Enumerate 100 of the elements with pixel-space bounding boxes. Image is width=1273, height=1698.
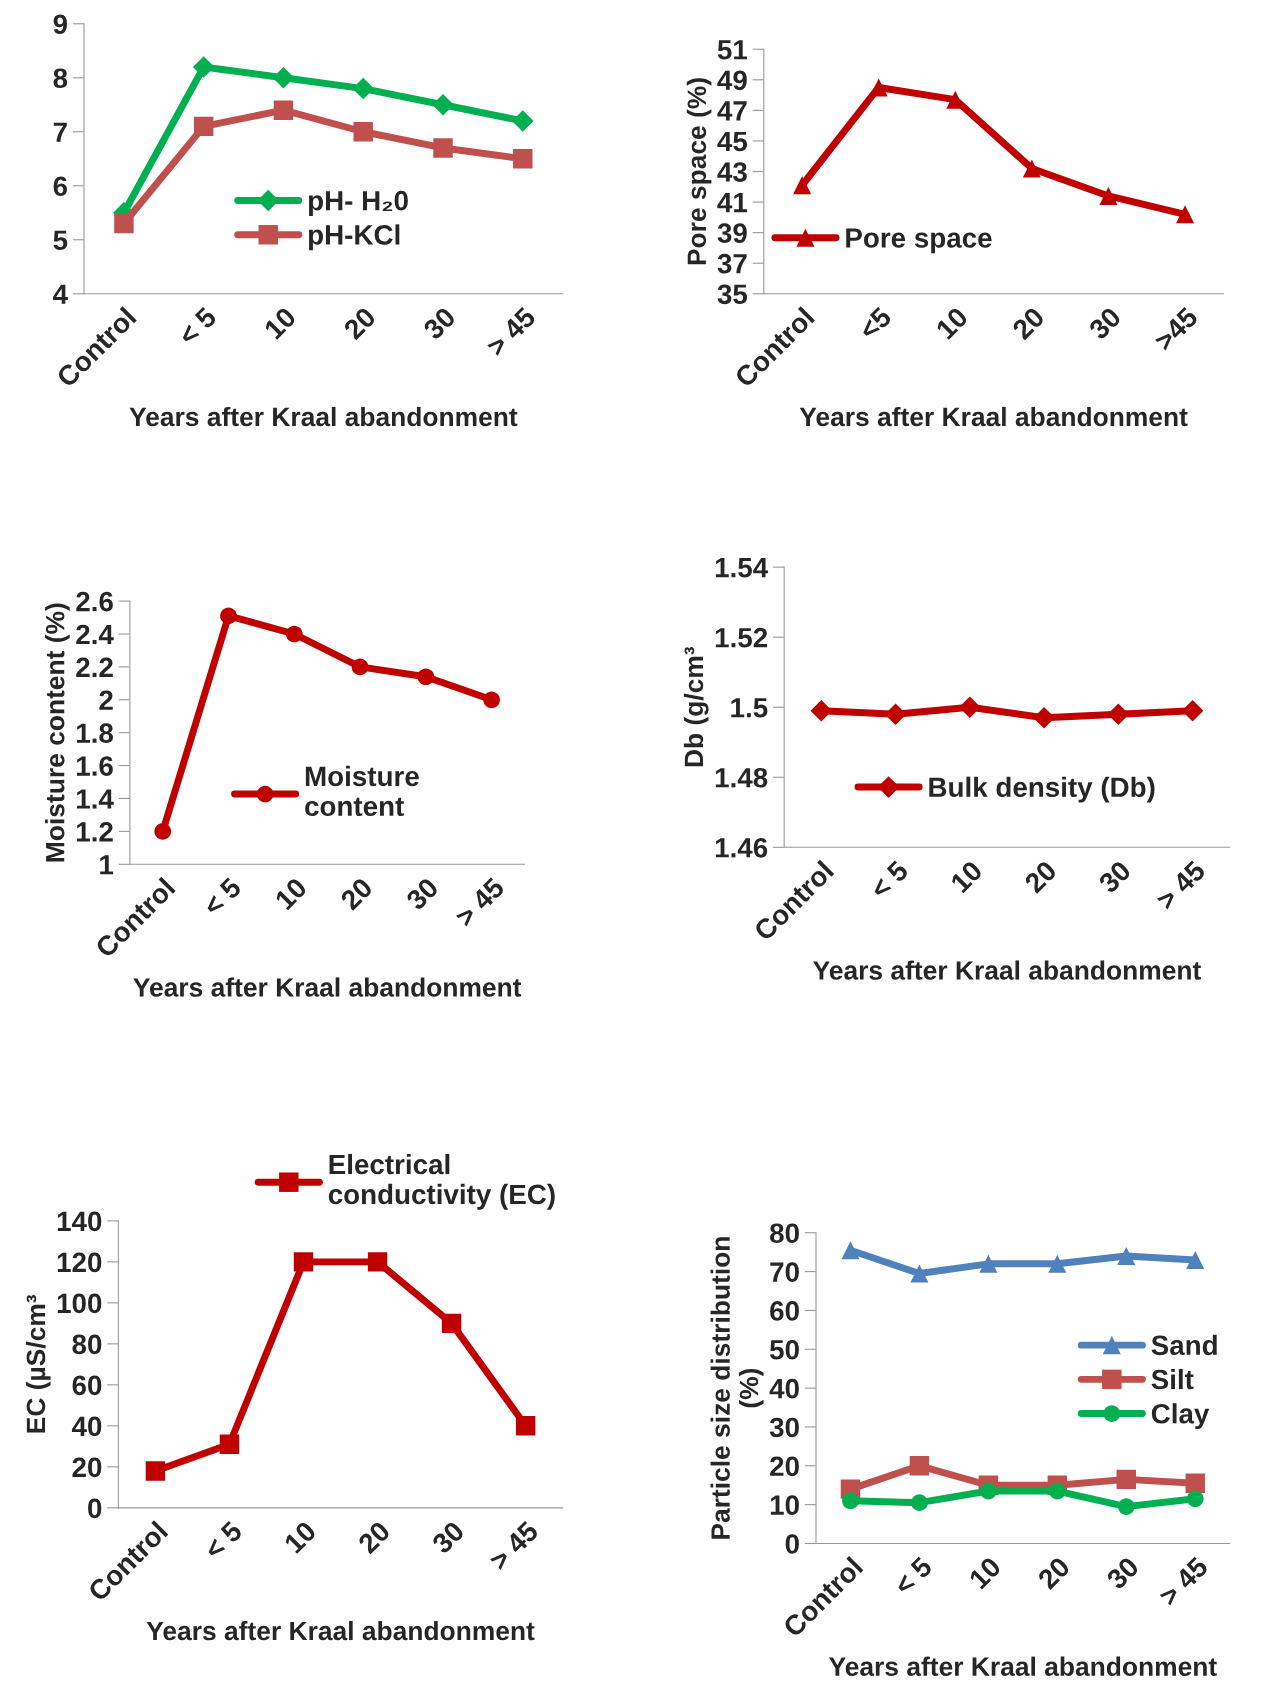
- point: [352, 77, 375, 100]
- y-tick-label: 8: [53, 68, 68, 89]
- point: [1049, 1482, 1066, 1500]
- y-tick-label: 6: [53, 176, 68, 197]
- legend-label: Moisture content: [305, 765, 419, 817]
- y-tick-label: 47: [717, 101, 747, 121]
- y-tick-label: 30: [769, 1417, 799, 1438]
- y-tick-label: 1.46: [715, 837, 768, 858]
- y-tick-label: 37: [717, 253, 747, 274]
- x-tick-label: 10: [274, 876, 308, 911]
- x-tick-label: 10: [968, 1555, 1002, 1590]
- point: [272, 66, 295, 89]
- y-tick-label: 35: [717, 284, 748, 305]
- point: [842, 1492, 859, 1510]
- point: [841, 1241, 860, 1260]
- y-tick-label: 60: [72, 1375, 102, 1396]
- x-axis-title: Years after Kraal abandonment: [146, 1620, 535, 1641]
- point: [285, 625, 303, 643]
- point: [884, 703, 907, 726]
- point: [367, 1252, 388, 1272]
- legend-label: Silt: [1151, 1368, 1194, 1390]
- point: [1022, 159, 1041, 178]
- x-tick-label: 10: [283, 1520, 318, 1554]
- x-tick-label: 20: [339, 876, 374, 911]
- y-tick-label: 1: [100, 855, 114, 875]
- x-tick-label: 30: [430, 1520, 466, 1555]
- y-tick-label: 120: [57, 1252, 102, 1273]
- y-tick-label: 41: [717, 193, 748, 213]
- x-tick-label: < 5: [177, 306, 218, 347]
- y-axis-title: Moisture content (%): [45, 603, 70, 862]
- x-tick-label: 10: [949, 859, 984, 894]
- x-tick-label: 20: [1011, 306, 1046, 341]
- x-tick-label: 30: [1097, 859, 1132, 895]
- point: [511, 110, 534, 132]
- y-tick-label: 7: [53, 122, 67, 142]
- point: [515, 1416, 536, 1436]
- x-tick-label: 10: [935, 306, 969, 340]
- point: [1033, 706, 1055, 729]
- point: [1186, 1490, 1204, 1508]
- point: [1099, 186, 1118, 205]
- point: [1181, 699, 1204, 722]
- point: [192, 56, 215, 78]
- x-tick-label: >45: [1153, 306, 1199, 352]
- y-tick-label: 80: [72, 1334, 102, 1355]
- x-tick-label: > 45: [485, 306, 537, 358]
- x-tick-label: 20: [1023, 859, 1058, 894]
- x-axis-title: Years after Kraal abandonment: [813, 960, 1201, 980]
- x-tick-label: 30: [422, 306, 457, 341]
- y-tick-label: 4: [53, 284, 68, 304]
- point: [193, 116, 214, 137]
- point: [1048, 1254, 1067, 1273]
- y-axis-title: EC (µS/cm³: [25, 1294, 51, 1433]
- point: [293, 1252, 314, 1272]
- point: [417, 668, 435, 686]
- x-tick-label: < 5: [869, 859, 910, 900]
- y-tick-label: 1.52: [715, 627, 768, 648]
- point: [909, 1456, 930, 1476]
- x-tick-label: 30: [1105, 1555, 1140, 1591]
- point: [959, 696, 981, 719]
- y-tick-label: 50: [769, 1339, 799, 1360]
- y-axis-title: Db (g/cm³: [683, 646, 709, 767]
- y-tick-label: 80: [770, 1223, 799, 1244]
- point: [1186, 1250, 1205, 1269]
- point: [220, 607, 237, 625]
- point: [793, 176, 812, 195]
- point: [810, 699, 833, 722]
- y-tick-label: 100: [57, 1293, 102, 1314]
- legend-label: pH- H₂0: [308, 190, 408, 217]
- x-axis-title: Years after Kraal abandonment: [133, 977, 522, 997]
- x-tick-label: 20: [356, 1520, 392, 1555]
- y-tick-label: 1.48: [715, 767, 768, 788]
- y-tick-label: 1.5: [731, 698, 768, 718]
- point: [353, 122, 373, 142]
- point: [910, 1264, 929, 1283]
- x-axis-title: Years after Kraal abandonment: [799, 406, 1188, 427]
- x-tick-label: <5: [857, 306, 893, 341]
- x-tick-label: < 5: [203, 1520, 244, 1561]
- x-axis-title: Years after Kraal abandonment: [828, 1656, 1217, 1676]
- y-tick-label: 2.6: [76, 591, 113, 612]
- y-tick-label: 140: [57, 1211, 102, 1232]
- point: [1107, 703, 1130, 726]
- y-tick-label: 40: [769, 1378, 799, 1399]
- point: [911, 1494, 928, 1512]
- x-tick-label: 30: [404, 876, 440, 912]
- y-tick-label: 1.54: [715, 558, 769, 578]
- point: [980, 1482, 997, 1500]
- y-tick-label: 2.4: [76, 624, 114, 645]
- point: [433, 138, 453, 158]
- point: [483, 691, 500, 709]
- point: [1117, 1498, 1135, 1515]
- legend-label: Clay: [1151, 1403, 1210, 1430]
- x-axis-title: Years after Kraal abandonment: [129, 406, 518, 427]
- y-tick-label: 5: [53, 230, 68, 251]
- y-tick-label: 0: [88, 1498, 102, 1519]
- point: [154, 823, 172, 840]
- y-tick-label: 20: [72, 1457, 102, 1478]
- y-tick-label: 60: [770, 1301, 799, 1321]
- y-tick-label: 9: [53, 14, 68, 35]
- legend-label: pH-KCl: [308, 224, 400, 251]
- x-tick-label: > 45: [454, 876, 506, 928]
